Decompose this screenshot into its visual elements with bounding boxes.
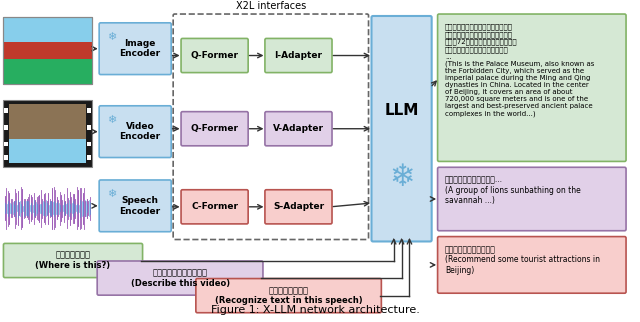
Text: 识别语音中的内容
(Recognize text in this speech): 识别语音中的内容 (Recognize text in this speech) [215, 286, 362, 305]
Text: V-Adapter: V-Adapter [273, 124, 324, 133]
FancyBboxPatch shape [181, 190, 248, 224]
FancyBboxPatch shape [3, 59, 92, 84]
FancyBboxPatch shape [3, 42, 92, 59]
FancyBboxPatch shape [9, 139, 86, 163]
Text: C-Former: C-Former [191, 202, 238, 211]
Text: Figure 1: X-LLM network architecture.: Figure 1: X-LLM network architecture. [211, 305, 420, 315]
Text: Q-Former: Q-Former [191, 124, 239, 133]
FancyBboxPatch shape [3, 17, 92, 84]
Text: I-Adapter: I-Adapter [275, 51, 323, 60]
FancyBboxPatch shape [99, 23, 171, 75]
FancyBboxPatch shape [4, 155, 8, 160]
FancyBboxPatch shape [438, 167, 626, 231]
FancyBboxPatch shape [265, 112, 332, 146]
FancyBboxPatch shape [99, 180, 171, 232]
FancyBboxPatch shape [97, 261, 263, 295]
FancyBboxPatch shape [196, 279, 381, 313]
FancyBboxPatch shape [87, 125, 91, 130]
Text: ❄: ❄ [107, 32, 116, 42]
Text: LLM: LLM [385, 103, 419, 118]
FancyBboxPatch shape [181, 38, 248, 72]
Text: 推荐一下北京的旅游景点
(Recommend some tourist attractions in
Beijing): 推荐一下北京的旅游景点 (Recommend some tourist attr… [445, 245, 600, 275]
FancyBboxPatch shape [4, 142, 8, 147]
FancyBboxPatch shape [371, 16, 431, 241]
FancyBboxPatch shape [3, 243, 143, 278]
FancyBboxPatch shape [3, 181, 92, 235]
FancyBboxPatch shape [99, 106, 171, 157]
FancyBboxPatch shape [87, 142, 91, 147]
Text: 这是故宫，又称紫禁城，是中国明清
两朝的皇宫，位于北京市中心，占地
面积约72万平方米，是世界上最大、
保存最为完整的古代宫殿建筑群之
...
(This is: 这是故宫，又称紫禁城，是中国明清 两朝的皇宫，位于北京市中心，占地 面积约72万… [445, 23, 595, 117]
Text: S-Adapter: S-Adapter [273, 202, 324, 211]
FancyBboxPatch shape [9, 104, 86, 163]
FancyBboxPatch shape [438, 14, 626, 161]
FancyBboxPatch shape [87, 109, 91, 113]
FancyBboxPatch shape [4, 125, 8, 130]
FancyBboxPatch shape [265, 38, 332, 72]
FancyBboxPatch shape [3, 54, 92, 84]
Text: 介绍一下这段视频的内容
(Describe this video): 介绍一下这段视频的内容 (Describe this video) [131, 268, 230, 288]
FancyBboxPatch shape [3, 100, 92, 167]
Text: Speech
Encoder: Speech Encoder [120, 196, 161, 215]
FancyBboxPatch shape [438, 237, 626, 293]
Text: ❄: ❄ [107, 115, 116, 125]
Text: 这是什么地方？
(Where is this?): 这是什么地方？ (Where is this?) [35, 251, 111, 270]
Text: ❄: ❄ [389, 163, 414, 192]
Text: Video
Encoder: Video Encoder [120, 122, 161, 141]
Text: ❄: ❄ [107, 189, 116, 199]
Text: Q-Former: Q-Former [191, 51, 239, 60]
Text: 一群狮子在草原上晒太阳...
(A group of lions sunbathing on the
savannah ...): 一群狮子在草原上晒太阳... (A group of lions sunbath… [445, 175, 580, 205]
Text: X2L interfaces: X2L interfaces [236, 1, 306, 11]
FancyBboxPatch shape [265, 190, 332, 224]
FancyBboxPatch shape [181, 112, 248, 146]
FancyBboxPatch shape [4, 109, 8, 113]
FancyBboxPatch shape [87, 155, 91, 160]
Text: Image
Encoder: Image Encoder [120, 39, 161, 58]
